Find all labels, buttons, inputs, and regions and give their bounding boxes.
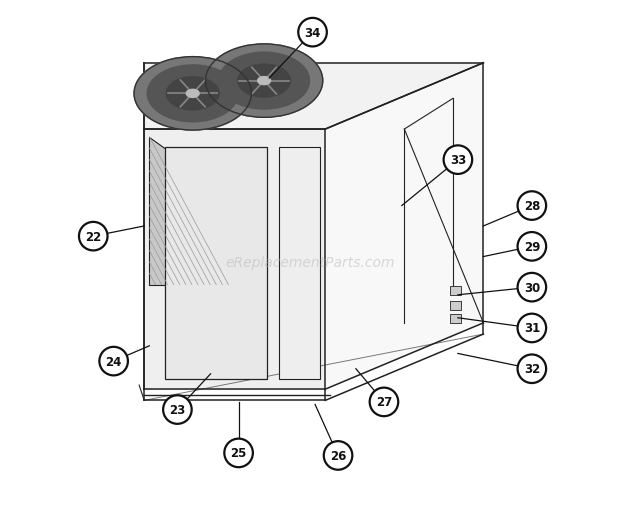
Text: 29: 29 — [524, 240, 540, 253]
Circle shape — [518, 273, 546, 302]
Ellipse shape — [186, 90, 199, 98]
Text: 26: 26 — [330, 449, 346, 462]
Text: 31: 31 — [524, 322, 540, 335]
Bar — [450, 314, 461, 323]
Text: 27: 27 — [376, 395, 392, 409]
Ellipse shape — [237, 65, 291, 98]
Polygon shape — [326, 64, 484, 389]
Polygon shape — [165, 148, 267, 379]
Circle shape — [518, 314, 546, 343]
Polygon shape — [149, 137, 228, 285]
Ellipse shape — [166, 78, 219, 110]
Circle shape — [444, 146, 472, 175]
Circle shape — [324, 441, 352, 470]
Text: 34: 34 — [304, 26, 321, 40]
Text: 32: 32 — [524, 362, 540, 376]
Text: 28: 28 — [524, 200, 540, 213]
Polygon shape — [144, 130, 326, 389]
Text: eReplacementParts.com: eReplacementParts.com — [225, 255, 395, 269]
Text: 25: 25 — [231, 446, 247, 460]
Circle shape — [518, 355, 546, 383]
Polygon shape — [144, 64, 484, 130]
Ellipse shape — [134, 58, 251, 131]
Ellipse shape — [219, 53, 309, 110]
Circle shape — [518, 192, 546, 220]
Circle shape — [79, 222, 107, 251]
Circle shape — [99, 347, 128, 376]
Text: 33: 33 — [450, 154, 466, 167]
Ellipse shape — [147, 66, 238, 123]
Bar — [450, 286, 461, 295]
Polygon shape — [280, 148, 320, 379]
Bar — [450, 301, 461, 310]
Ellipse shape — [258, 77, 270, 86]
Circle shape — [518, 233, 546, 261]
Circle shape — [370, 388, 398, 416]
Text: 24: 24 — [105, 355, 122, 368]
Circle shape — [224, 439, 253, 467]
Text: 22: 22 — [85, 230, 102, 243]
Circle shape — [298, 19, 327, 47]
Text: 23: 23 — [169, 403, 185, 416]
Text: 30: 30 — [524, 281, 540, 294]
Circle shape — [163, 395, 192, 424]
Ellipse shape — [205, 45, 323, 118]
